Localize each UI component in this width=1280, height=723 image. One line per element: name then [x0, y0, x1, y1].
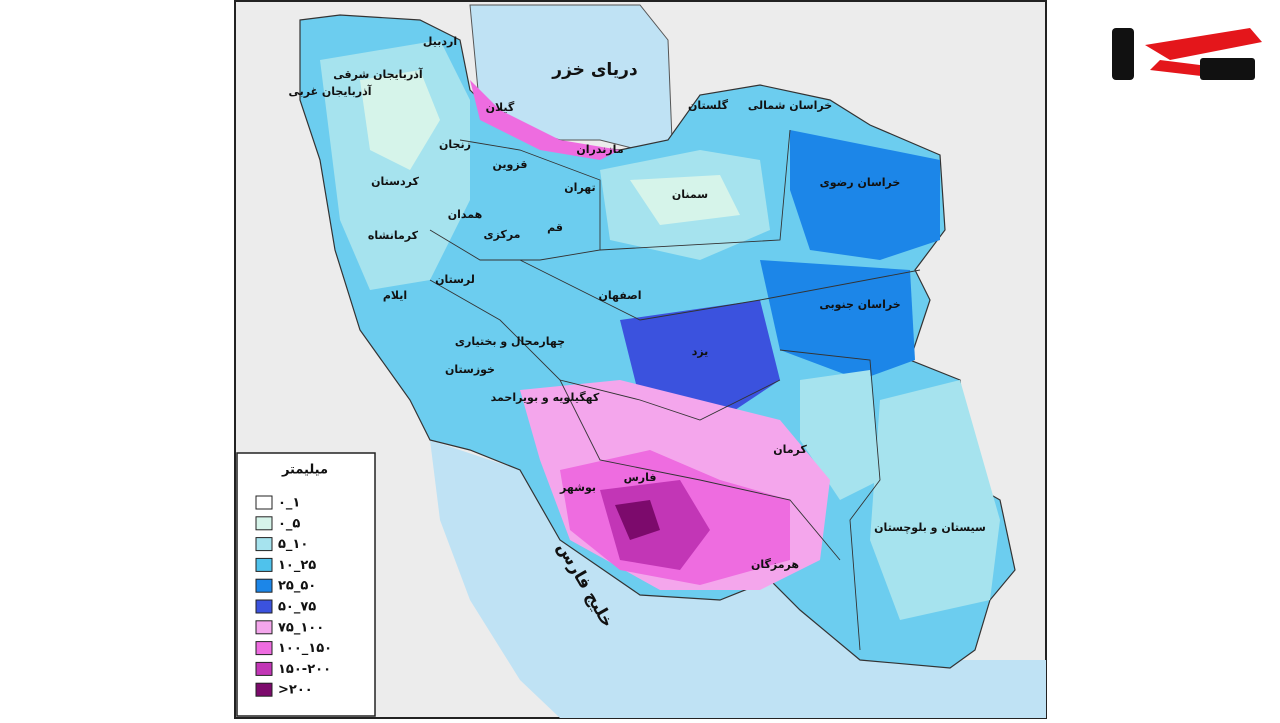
legend-swatch: [255, 641, 273, 656]
legend-label: ۵۰_۷۵: [278, 600, 316, 615]
legend-swatch: [255, 557, 273, 572]
province-label: قزوین: [493, 158, 528, 171]
province-label: اردبیل: [423, 35, 457, 48]
legend-swatch: [255, 599, 273, 614]
province-label: لرستان: [435, 273, 475, 286]
sea-label: دریای خزر: [551, 60, 638, 80]
province-label: گلستان: [688, 99, 729, 112]
province-label: هرمزگان: [751, 558, 799, 571]
zone-light: [800, 370, 880, 500]
legend-title: میلیمتر: [281, 463, 328, 478]
province-label: گیلان: [486, 101, 515, 114]
province-label: کهگیلویه و بویراحمد: [491, 391, 600, 404]
province-label: کرمانشاه: [368, 229, 419, 242]
province-label: سیستان و بلوچستان: [874, 521, 986, 534]
zone-blue: [760, 260, 915, 380]
province-label: آذربایجان شرقی: [333, 67, 423, 81]
province-label: کرمان: [773, 443, 807, 456]
province-label: زنجان: [439, 138, 471, 151]
province-label: بوشهر: [559, 481, 596, 494]
province-label: همدان: [448, 208, 483, 221]
legend-label: >۲۰۰: [278, 683, 313, 698]
province-label: خراسان جنوبی: [819, 298, 900, 311]
legend-swatch: [255, 620, 273, 635]
legend-swatch: [255, 537, 273, 552]
province-label: آذربایجان غربی: [288, 84, 371, 98]
province-label: چهارمحال و بختیاری: [455, 335, 565, 348]
legend-swatch: [255, 516, 273, 531]
zone-blue: [790, 130, 940, 260]
province-label: کردستان: [371, 175, 419, 188]
province-label: خراسان رضوی: [820, 176, 901, 189]
province-label: مرکزی: [484, 228, 521, 241]
legend-label: ۰_۱: [278, 496, 300, 511]
province-label: سمنان: [672, 188, 708, 201]
legend-label: ۲۵_۵۰: [278, 579, 316, 594]
legend-label: ۱۵۰-۲۰۰: [278, 662, 331, 677]
legend-label: ۱۰۰_۱۵۰: [278, 641, 332, 656]
zone-pale: [630, 175, 740, 225]
legend-swatch: [255, 495, 273, 510]
province-label: ایلام: [383, 289, 407, 302]
legend-label: ۵_۱۰: [278, 537, 308, 552]
logo: [1112, 28, 1262, 80]
legend-swatch: [255, 578, 273, 593]
province-label: یزد: [692, 345, 709, 358]
legend-label: ۷۵_۱۰۰: [278, 620, 324, 635]
province-label: اصفهان: [598, 289, 641, 302]
province-label: مازندران: [576, 143, 623, 156]
gulf: [430, 440, 1046, 718]
legend: میلیمتر ۰_۱ ۰_۵ ۵_۱۰ ۱۰_۲۵ ۲۵_۵۰ ۵۰_۷۵ ۷۵_۱۰۰ ۱۰…: [255, 463, 332, 698]
zone-light: [870, 380, 1000, 620]
zone-caspian-coast: [470, 80, 620, 160]
province-label: تهران: [564, 181, 595, 194]
legend-swatch: [255, 661, 273, 676]
zone-deep-purple: [615, 500, 660, 540]
province-label: خوزستان: [445, 363, 495, 376]
legend-swatch: [255, 682, 273, 697]
province-borders: [429, 129, 921, 651]
zone-pale: [360, 70, 440, 170]
province-label: فارس: [624, 471, 657, 484]
legend-label: ۱۰_۲۵: [278, 558, 316, 573]
province-label: قم: [547, 221, 563, 234]
province-label: خراسان شمالی: [748, 99, 832, 112]
legend-label: ۰_۵: [278, 516, 300, 531]
